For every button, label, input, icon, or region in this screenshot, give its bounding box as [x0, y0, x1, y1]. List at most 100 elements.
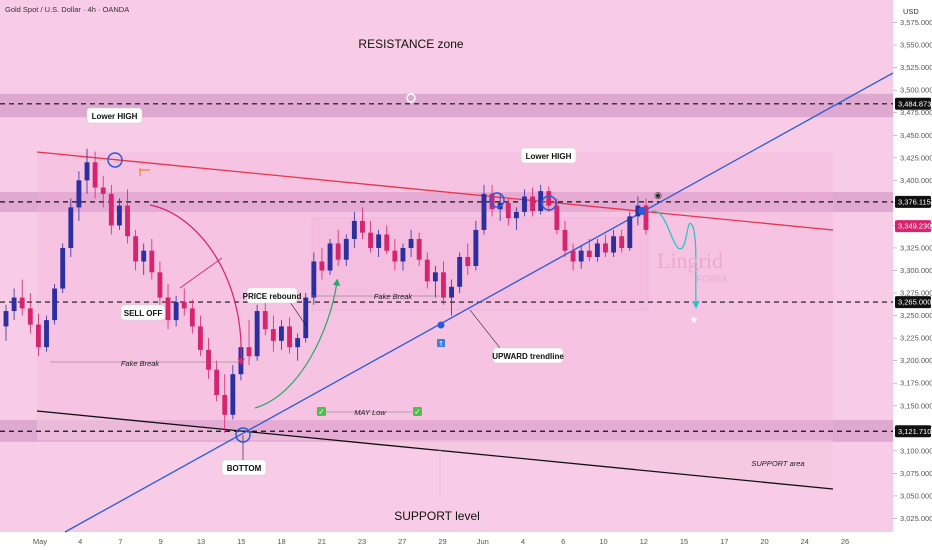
candle[interactable] [11, 288, 17, 321]
candle[interactable] [408, 229, 414, 257]
candle[interactable] [449, 279, 454, 316]
candle-body [400, 247, 406, 262]
candle[interactable] [530, 187, 536, 217]
candle[interactable] [222, 374, 228, 433]
price-tag-bg [895, 97, 931, 110]
candle[interactable] [198, 315, 203, 357]
candle[interactable] [270, 315, 276, 352]
candle[interactable] [578, 245, 584, 269]
candle[interactable] [441, 261, 446, 305]
candle[interactable] [141, 243, 147, 276]
candle[interactable] [84, 148, 90, 194]
candle[interactable] [562, 220, 568, 257]
candle[interactable] [392, 238, 398, 271]
candle[interactable] [92, 151, 98, 199]
candle[interactable] [643, 198, 649, 235]
candle[interactable] [424, 252, 430, 289]
candle[interactable] [246, 320, 252, 366]
candle[interactable] [303, 293, 309, 343]
candle-body [311, 261, 317, 298]
candle[interactable] [254, 304, 260, 361]
candle[interactable] [214, 360, 220, 402]
candle[interactable] [376, 229, 382, 257]
candle[interactable] [400, 243, 406, 271]
candle[interactable] [295, 333, 301, 361]
rebound-arrow [254, 278, 341, 409]
price-tag-label: 3,484.873 [898, 99, 931, 108]
candle[interactable] [68, 198, 74, 257]
candle[interactable] [546, 186, 552, 212]
candle[interactable] [611, 229, 617, 257]
candle[interactable] [230, 365, 236, 420]
candle[interactable] [165, 284, 171, 330]
candle[interactable] [125, 189, 130, 244]
sell-off-arrow [149, 204, 245, 366]
candle[interactable] [432, 266, 438, 298]
candle[interactable] [489, 184, 495, 217]
upward-trendline[interactable] [64, 72, 894, 533]
candle[interactable] [360, 207, 365, 239]
candle[interactable] [416, 232, 422, 266]
y-tick-label: 3,275.000 [900, 289, 932, 298]
candle[interactable] [513, 207, 519, 230]
candle-body [473, 229, 479, 266]
candle[interactable] [603, 234, 608, 257]
candle[interactable] [586, 238, 592, 262]
candle[interactable] [635, 196, 641, 226]
candle[interactable] [262, 302, 268, 336]
candle[interactable] [100, 175, 106, 208]
candle[interactable] [173, 295, 179, 327]
candle[interactable] [287, 317, 292, 354]
candle-body [554, 205, 560, 230]
candle[interactable] [3, 304, 9, 341]
support-trendline[interactable] [36, 410, 834, 490]
resistance-trendline[interactable] [36, 151, 834, 231]
candle[interactable] [619, 229, 625, 253]
candle[interactable] [351, 211, 357, 248]
price-tag: 3,265.000 [895, 296, 931, 309]
candle[interactable] [76, 171, 82, 221]
x-tick-label: 6 [561, 537, 565, 546]
candle-body [603, 243, 608, 253]
candle[interactable] [133, 229, 139, 271]
candle[interactable] [181, 288, 187, 316]
candle[interactable] [368, 220, 373, 253]
candle[interactable] [473, 220, 479, 271]
candle[interactable] [319, 247, 325, 280]
candle[interactable] [538, 184, 544, 215]
candle[interactable] [457, 252, 463, 294]
candle[interactable] [465, 243, 471, 276]
candle[interactable] [384, 225, 390, 255]
candle[interactable] [19, 279, 25, 316]
candle[interactable] [108, 184, 114, 235]
candle[interactable] [522, 189, 527, 217]
candle[interactable] [35, 313, 41, 357]
candle-body [165, 297, 171, 321]
candle[interactable] [627, 211, 633, 251]
candle[interactable] [327, 238, 333, 276]
candle[interactable] [189, 299, 195, 334]
x-tick-label: 7 [118, 537, 122, 546]
may-low-check-right-icon [413, 407, 422, 416]
candle[interactable] [335, 229, 341, 266]
candle[interactable] [27, 293, 33, 334]
candle[interactable] [206, 338, 211, 379]
candle-body [505, 202, 511, 219]
candle[interactable] [157, 261, 163, 305]
candle[interactable] [481, 184, 487, 235]
candle[interactable] [505, 198, 511, 226]
candle[interactable] [570, 243, 576, 271]
candle[interactable] [149, 238, 155, 280]
candle[interactable] [279, 320, 284, 350]
candle[interactable] [554, 198, 560, 235]
x-axis[interactable]: May 4 7 9 13 15 18 21 23 27 29 Jun 4 6 10 12 15 17 20 24 26 [33, 537, 849, 546]
candle-body [562, 229, 568, 251]
candle[interactable] [44, 315, 49, 352]
candle-body [173, 302, 179, 321]
candle[interactable] [60, 243, 66, 294]
candle[interactable] [52, 284, 58, 325]
candle[interactable] [343, 234, 349, 266]
candle[interactable] [116, 198, 122, 230]
candle[interactable] [594, 238, 600, 262]
